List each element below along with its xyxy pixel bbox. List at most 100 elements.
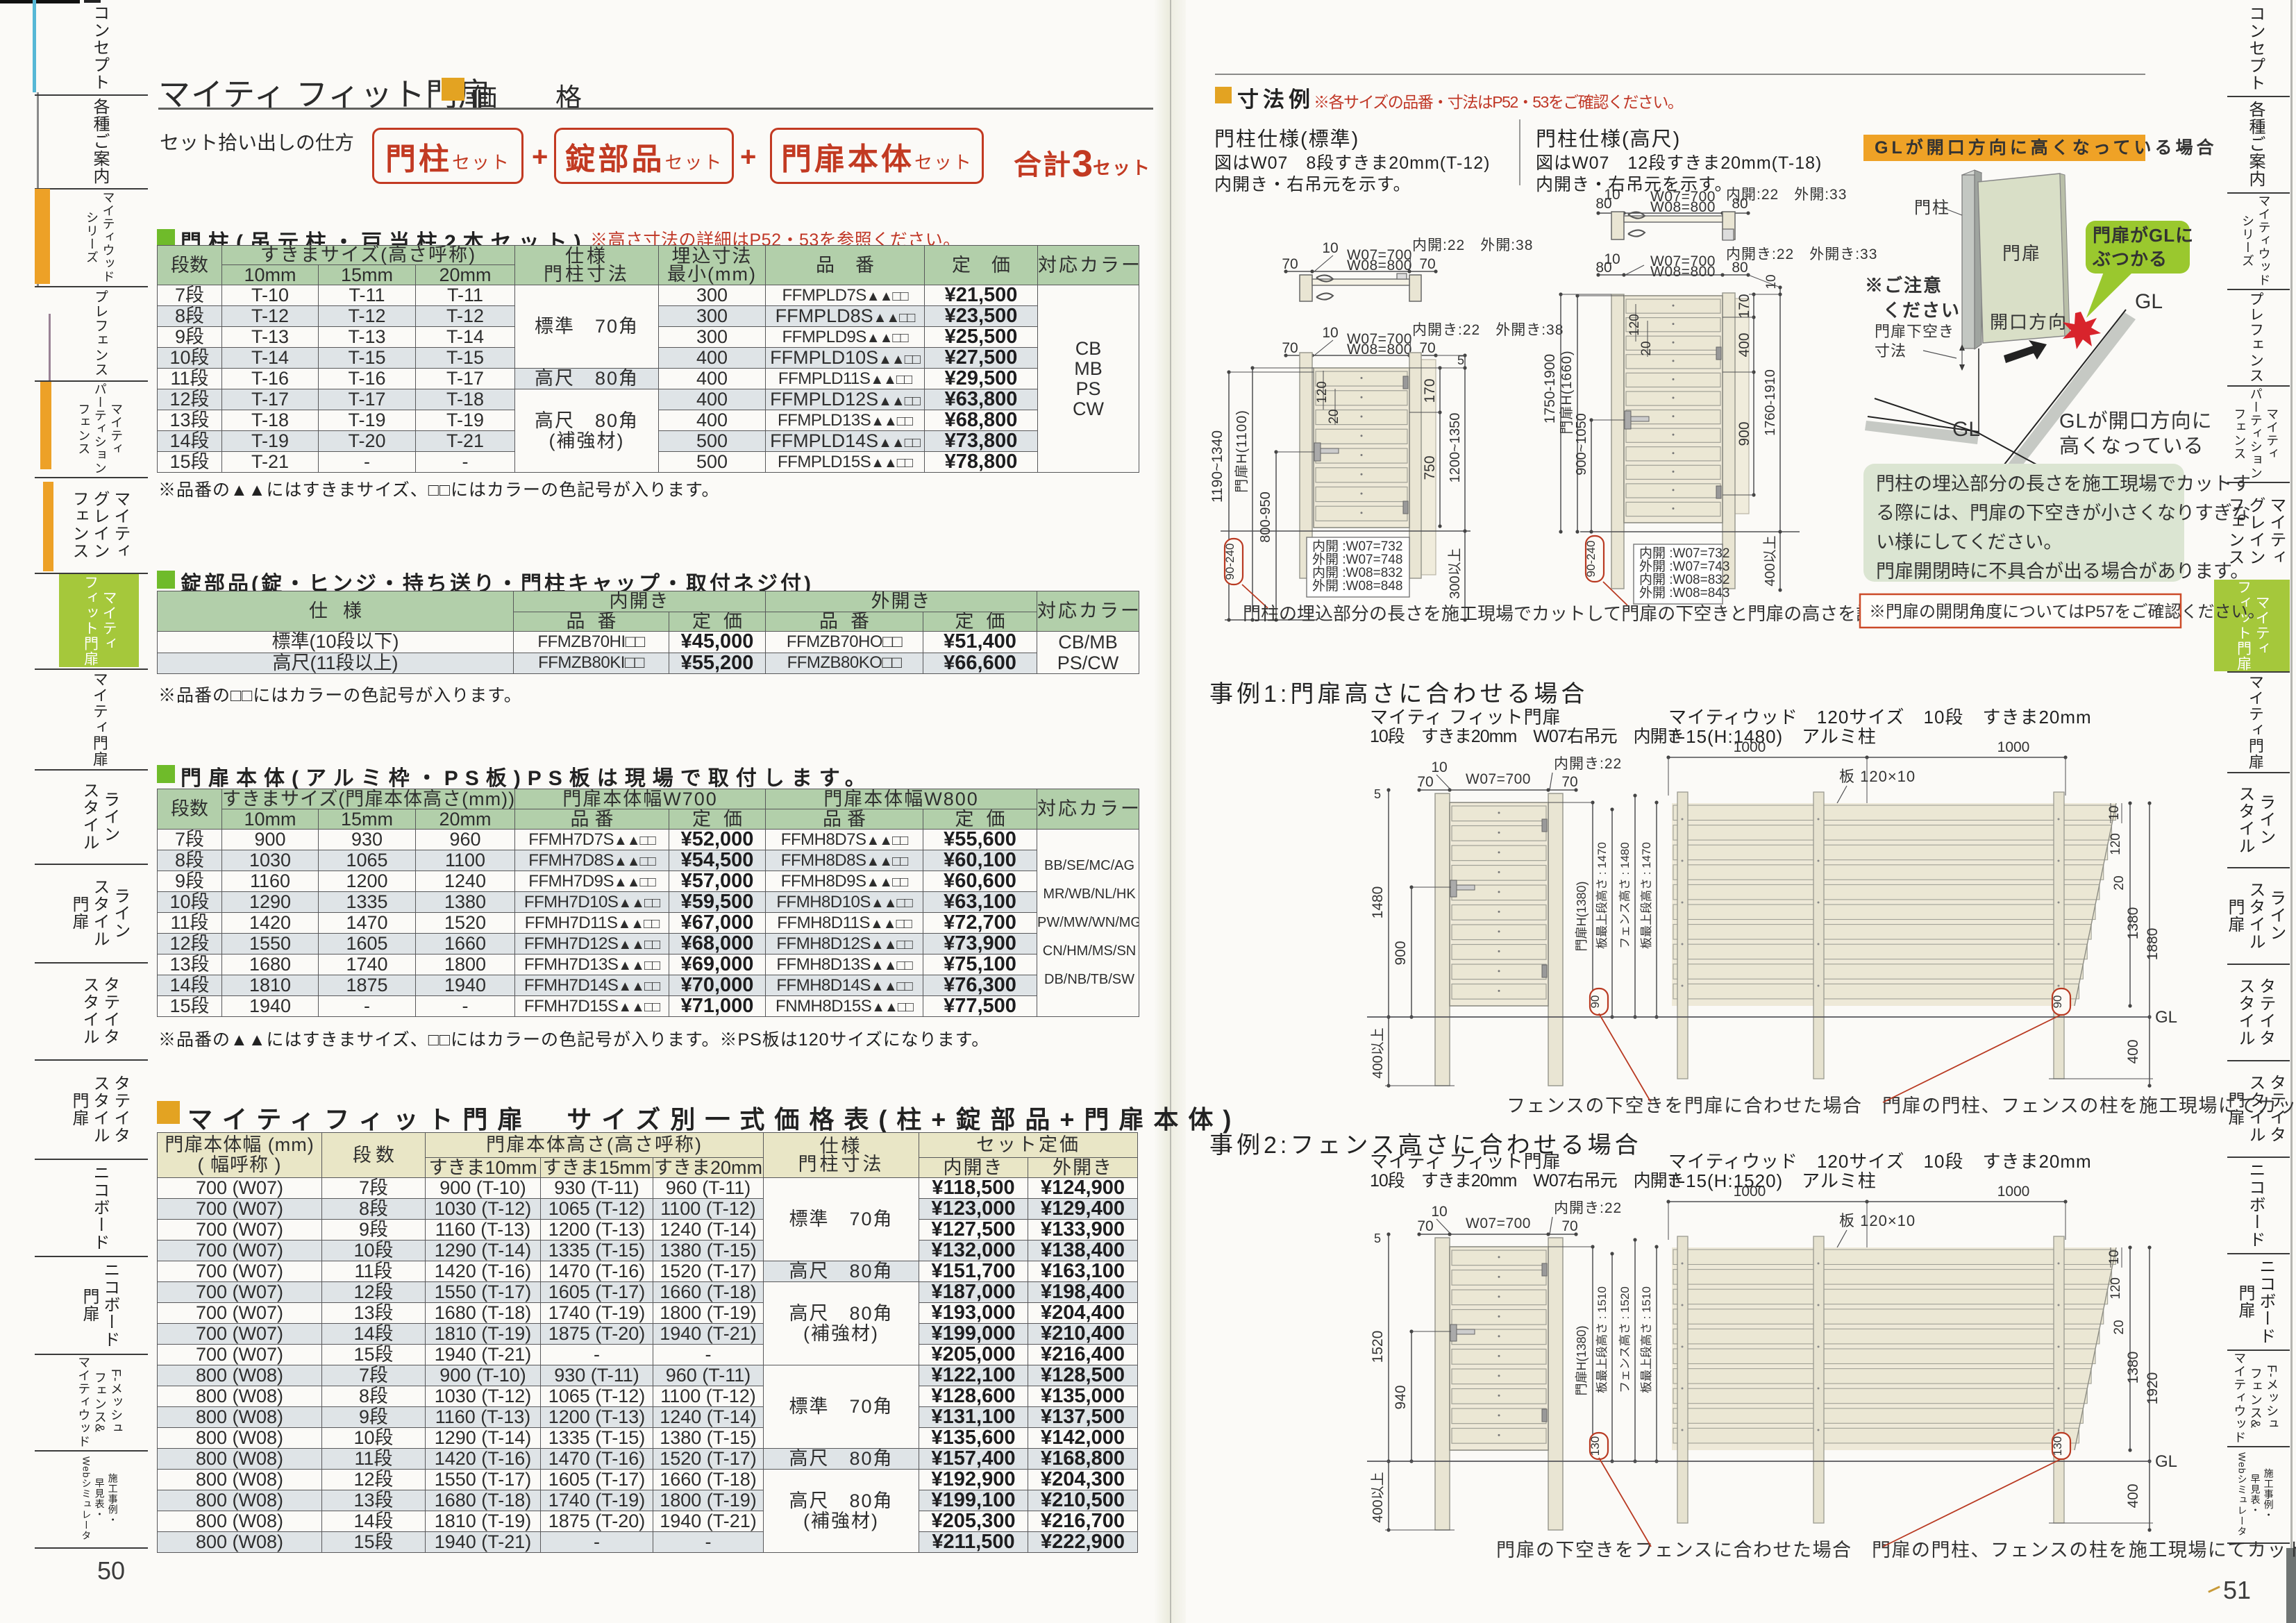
svg-text:板最上段高さ : 1470: 板最上段高さ : 1470 — [1595, 842, 1609, 949]
svg-text:W07=700: W07=700 — [1466, 771, 1531, 787]
svg-text:400以上: 400以上 — [1762, 535, 1778, 586]
svg-text:1190~1340: 1190~1340 — [1209, 430, 1225, 503]
svg-text:1200~1350: 1200~1350 — [1448, 413, 1463, 483]
svg-text:400: 400 — [1736, 333, 1752, 357]
svg-text:板 120×10: 板 120×10 — [1839, 1212, 1916, 1229]
svg-text:1920: 1920 — [2145, 1372, 2161, 1405]
svg-text:800-950: 800-950 — [1258, 491, 1273, 542]
svg-text:10: 10 — [1322, 240, 1338, 256]
svg-text:20: 20 — [2112, 1320, 2127, 1334]
svg-text:20: 20 — [1327, 409, 1341, 423]
svg-text:W08=800: W08=800 — [1650, 264, 1716, 280]
svg-text:内開 :W07=732: 内開 :W07=732 — [1312, 539, 1402, 554]
svg-text:1760-1910: 1760-1910 — [1763, 369, 1778, 436]
svg-text:内開 :W08=832: 内開 :W08=832 — [1639, 572, 1729, 587]
svg-text:GLが開口方向に: GLが開口方向に — [2059, 410, 2213, 432]
svg-text:板最上段高さ : 1510: 板最上段高さ : 1510 — [1640, 1286, 1653, 1393]
svg-text:W07=700: W07=700 — [1347, 331, 1412, 347]
svg-text:ぶつかる: ぶつかる — [2092, 249, 2168, 269]
svg-text:W07=700: W07=700 — [1466, 1216, 1531, 1231]
svg-text:5: 5 — [1374, 787, 1381, 801]
svg-text:※ご注意: ※ご注意 — [1865, 275, 1943, 296]
svg-text:門扉H(1100): 門扉H(1100) — [1234, 410, 1250, 493]
svg-text:1380: 1380 — [2125, 1352, 2141, 1384]
svg-text:10: 10 — [1322, 325, 1338, 341]
svg-text:750: 750 — [1422, 455, 1438, 480]
svg-text:90: 90 — [1589, 995, 1602, 1009]
svg-text:門柱: 門柱 — [1914, 199, 1950, 217]
svg-text:外開 :W07=748: 外開 :W07=748 — [1312, 552, 1402, 567]
svg-text:70: 70 — [1417, 1218, 1433, 1234]
svg-text:GL: GL — [1952, 418, 1980, 441]
svg-text:W07=700: W07=700 — [1347, 247, 1412, 263]
svg-text:940: 940 — [1393, 1385, 1409, 1409]
svg-text:130: 130 — [1589, 1436, 1602, 1456]
svg-text:内開き:22 外開き:33: 内開き:22 外開き:33 — [1726, 246, 1877, 262]
svg-text:寸法: 寸法 — [1875, 342, 1907, 360]
svg-text:フェンスの下空きを門扉に合わせた場合 門扉の門柱、フェンスの: フェンスの下空きを門扉に合わせた場合 門扉の門柱、フェンスの柱を施工現場にてカッ… — [1507, 1095, 2296, 1116]
svg-text:内開き:22: 内開き:22 — [1554, 756, 1622, 772]
svg-text:門扉H(1380): 門扉H(1380) — [1575, 1325, 1589, 1395]
svg-text:10: 10 — [2107, 805, 2122, 820]
svg-text:90-240: 90-240 — [1584, 541, 1598, 578]
svg-text:70: 70 — [1419, 256, 1435, 272]
svg-text:400以上: 400以上 — [1370, 1027, 1386, 1078]
svg-text:130: 130 — [2051, 1436, 2064, 1456]
svg-text:300以上: 300以上 — [1447, 548, 1463, 598]
svg-text:900: 900 — [1736, 421, 1752, 446]
svg-text:門扉H(1660): 門扉H(1660) — [1559, 350, 1575, 434]
svg-text:フェンス高さ : 1480: フェンス高さ : 1480 — [1618, 842, 1632, 949]
svg-text:い様にしてください。: い様にしてください。 — [1876, 532, 2062, 553]
svg-text:内開 :W08=832: 内開 :W08=832 — [1312, 565, 1402, 580]
svg-text:1000: 1000 — [1734, 739, 1766, 755]
svg-text:門扉下空き: 門扉下空き — [1875, 323, 1954, 340]
svg-text:20: 20 — [1639, 341, 1654, 355]
svg-text:W08=800: W08=800 — [1347, 342, 1412, 358]
svg-text:80: 80 — [1595, 196, 1611, 212]
svg-text:GL: GL — [2155, 1008, 2177, 1027]
svg-text:1750-1900: 1750-1900 — [1542, 354, 1558, 423]
svg-text:板最上段高さ : 1510: 板最上段高さ : 1510 — [1595, 1286, 1609, 1393]
svg-text:外開 :W07=743: 外開 :W07=743 — [1639, 559, 1729, 574]
svg-text:900~1050: 900~1050 — [1574, 413, 1589, 476]
svg-text:120: 120 — [2109, 833, 2123, 855]
svg-text:門扉がGLに: 門扉がGLに — [2093, 225, 2194, 246]
svg-text:1000: 1000 — [1997, 1184, 2030, 1200]
svg-text:170: 170 — [1736, 294, 1752, 318]
svg-text:高くなっている: 高くなっている — [2059, 435, 2204, 457]
svg-text:GLが開口方向に高くなっている場合: GLが開口方向に高くなっている場合 — [1875, 137, 2217, 158]
svg-text:開口方向: 開口方向 — [1990, 312, 2068, 333]
svg-text:ください: ください — [1883, 300, 1961, 321]
svg-text:内開き:22 外開き:38: 内開き:22 外開き:38 — [1412, 322, 1564, 338]
svg-text:1520: 1520 — [1370, 1331, 1386, 1363]
svg-text:10: 10 — [1431, 1204, 1447, 1220]
svg-text:GL: GL — [2155, 1452, 2177, 1471]
svg-text:80: 80 — [1732, 196, 1748, 212]
svg-text:内開き:22: 内開き:22 — [1554, 1200, 1622, 1216]
svg-text:1000: 1000 — [1734, 1184, 1766, 1200]
svg-text:5: 5 — [1457, 353, 1464, 367]
svg-text:1880: 1880 — [2145, 928, 2161, 961]
svg-text:内開:22 外開:38: 内開:22 外開:38 — [1412, 237, 1533, 253]
svg-text:70: 70 — [1561, 1218, 1577, 1234]
svg-text:120: 120 — [1315, 381, 1330, 403]
svg-text:GL: GL — [2135, 290, 2163, 313]
svg-text:フェンス高さ : 1520: フェンス高さ : 1520 — [1618, 1286, 1632, 1393]
svg-text:70: 70 — [1282, 340, 1298, 356]
svg-text:10: 10 — [1604, 187, 1620, 203]
svg-text:1000: 1000 — [1997, 739, 2030, 755]
svg-text:5: 5 — [1374, 1231, 1381, 1245]
svg-text:170: 170 — [1422, 378, 1438, 403]
svg-text:W08=800: W08=800 — [1650, 199, 1716, 215]
svg-text:80: 80 — [1732, 260, 1748, 276]
svg-text:門扉開閉時に不具合が出る場合があります。: 門扉開閉時に不具合が出る場合があります。 — [1876, 561, 2249, 582]
svg-text:120: 120 — [2109, 1277, 2123, 1300]
svg-text:90-240: 90-240 — [1223, 544, 1237, 580]
svg-text:80: 80 — [1595, 260, 1611, 276]
svg-text:400以上: 400以上 — [1370, 1472, 1386, 1522]
svg-text:10: 10 — [1604, 251, 1620, 267]
svg-text:70: 70 — [1561, 774, 1577, 790]
svg-text:120: 120 — [1627, 314, 1642, 336]
svg-text:1480: 1480 — [1370, 886, 1386, 919]
svg-text:10: 10 — [2107, 1250, 2122, 1264]
